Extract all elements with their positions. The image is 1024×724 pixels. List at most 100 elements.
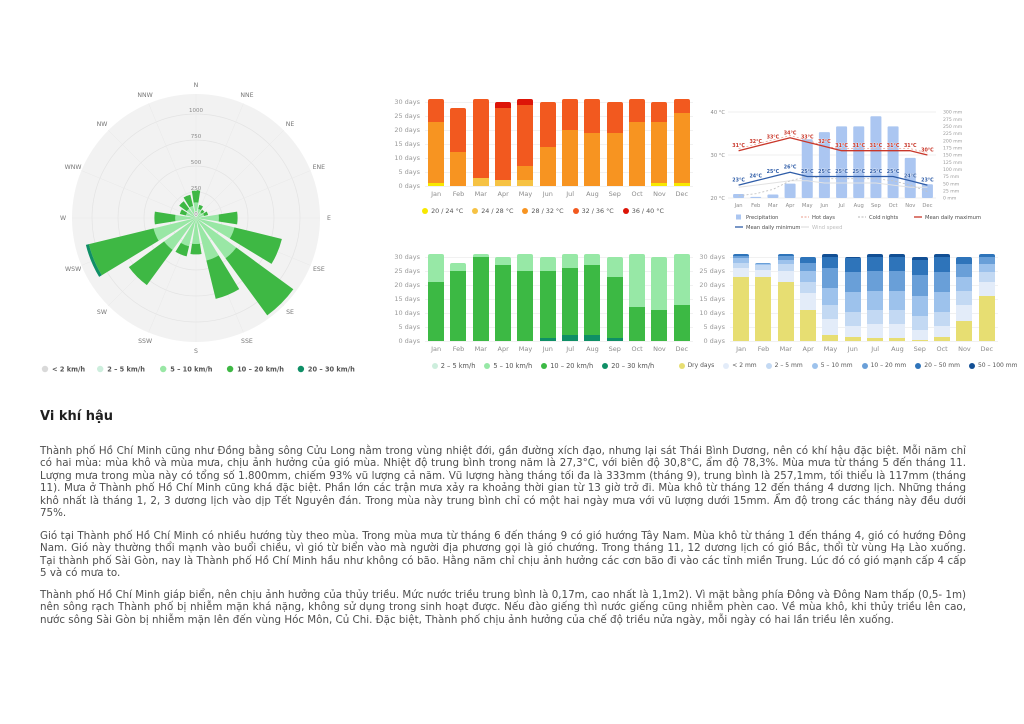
bar-segment [651,121,668,184]
y-axis-label: 25 days [699,267,725,275]
x-axis-label: May [518,345,533,353]
bar-segment [978,257,995,265]
max-temp-label: 31°C [870,143,883,149]
legend-swatch [431,363,438,369]
legend-label: 10 – 20 mm [870,362,907,369]
bar-segment [428,254,445,283]
bar-segment [822,287,839,305]
legend-swatch [41,365,49,373]
direction-label: E [327,215,331,222]
direction-label: ESE [313,266,325,273]
precipitation-bar [904,157,916,198]
precip-axis-label: 300 mm [943,110,963,116]
bar-segment [800,262,817,272]
bar-segment [844,311,861,326]
bar-oct [934,254,951,341]
bar-segment [450,107,467,153]
legend-swatch [472,208,479,214]
direction-label: WSW [65,266,81,273]
rose-petal-segment [179,201,190,212]
bar-dec [673,254,690,341]
bar-segment [539,257,556,272]
x-axis-label: Jan [431,345,442,353]
legend: 20 / 24 °C 24 / 28 °C 28 / 32 °C 32 / 36 °C… [393,207,693,215]
rose-petal-segment [229,227,282,264]
precip-axis-label: 25 mm [943,188,960,194]
bar-segment [584,132,601,186]
bar-segment [911,296,928,316]
gridline [425,313,693,314]
bar-segment [978,264,995,273]
rose-petal-segment [164,218,196,250]
x-axis-label: Nov [905,203,915,209]
wind-speed-line [738,180,928,188]
x-axis-label: Dec [922,203,932,209]
bar-segment [844,258,861,273]
precipitation-bar [836,126,848,198]
rose-petal-segment [196,212,202,218]
legend-label: Wind speed [812,225,842,231]
legend-item: 36 / 40 °C [622,207,664,215]
bar-segment [428,99,445,122]
legend-label: 2 – 5 km/h [107,365,145,373]
direction-label: SW [97,309,107,316]
legend-swatch [723,362,730,369]
bar-segment [978,272,995,283]
bar-nov [651,102,668,186]
rose-petal-segment [185,212,196,218]
rose-petal-segment [203,211,209,217]
bar-segment [755,265,772,270]
climate-combo-chart: 20 °C 30 °C 40 °C 0 mm 25 mm 50 mm 75 mm 100 mm… [696,98,996,240]
rose-petal-segment [196,214,219,222]
precipitation-bar [887,126,899,198]
bar-segment [472,257,489,341]
x-axis-label: Feb [757,345,770,353]
x-axis-label: Oct [631,190,643,198]
max-temp-label: 31°C [887,143,900,149]
bar-aug [584,254,601,341]
bar-segment [562,130,579,186]
x-axis-label: Nov [653,190,666,198]
spoke-gridline [81,170,197,219]
cold-nights-line [738,176,928,197]
rose-petal-segment [180,218,196,247]
bar-segment [584,335,601,341]
x-axis-label: Mar [768,203,779,209]
bar-segment [539,338,556,341]
bar-segment [651,183,668,186]
bar-sep [911,257,928,341]
rose-petal-segment [196,218,235,239]
bar-segment [867,271,884,291]
bar-segment [673,113,690,184]
bar-segment [539,271,556,339]
bar-segment [606,132,623,186]
gridline [425,299,693,300]
spoke-gridline [195,170,311,219]
gridline [425,186,693,187]
y-axis-label: 5 days [703,323,725,331]
legend-item: 50 – 100 mm [968,362,1017,369]
bar-segment [911,339,928,341]
x-axis-label: Feb [452,190,465,198]
bar-segment [867,257,884,272]
bar-segment [733,254,750,256]
gridline [425,285,693,286]
paragraph-tide: Thành phố Hồ Chí Minh giáp biển, nên chị… [40,589,966,626]
precip-axis-label: 50 mm [943,181,960,187]
bar-segment [777,254,794,256]
direction-label: W [60,215,66,222]
bar-segment [606,276,623,339]
bar-segment [651,257,668,311]
bar-dec [673,99,690,186]
min-temp-label: 25°C [801,169,814,175]
legend-label: 32 / 36 °C [581,207,614,215]
legend-swatch [622,208,629,214]
bar-segment [777,282,794,341]
rose-petal-segment [200,209,205,214]
x-axis-label: Mar [474,345,487,353]
legend-item: Dry days [678,362,714,369]
legend-label: 5 – 10 km/h [493,362,533,370]
bar-segment [956,304,973,322]
x-axis-label: Jul [566,345,575,353]
bar-segment [428,121,445,184]
